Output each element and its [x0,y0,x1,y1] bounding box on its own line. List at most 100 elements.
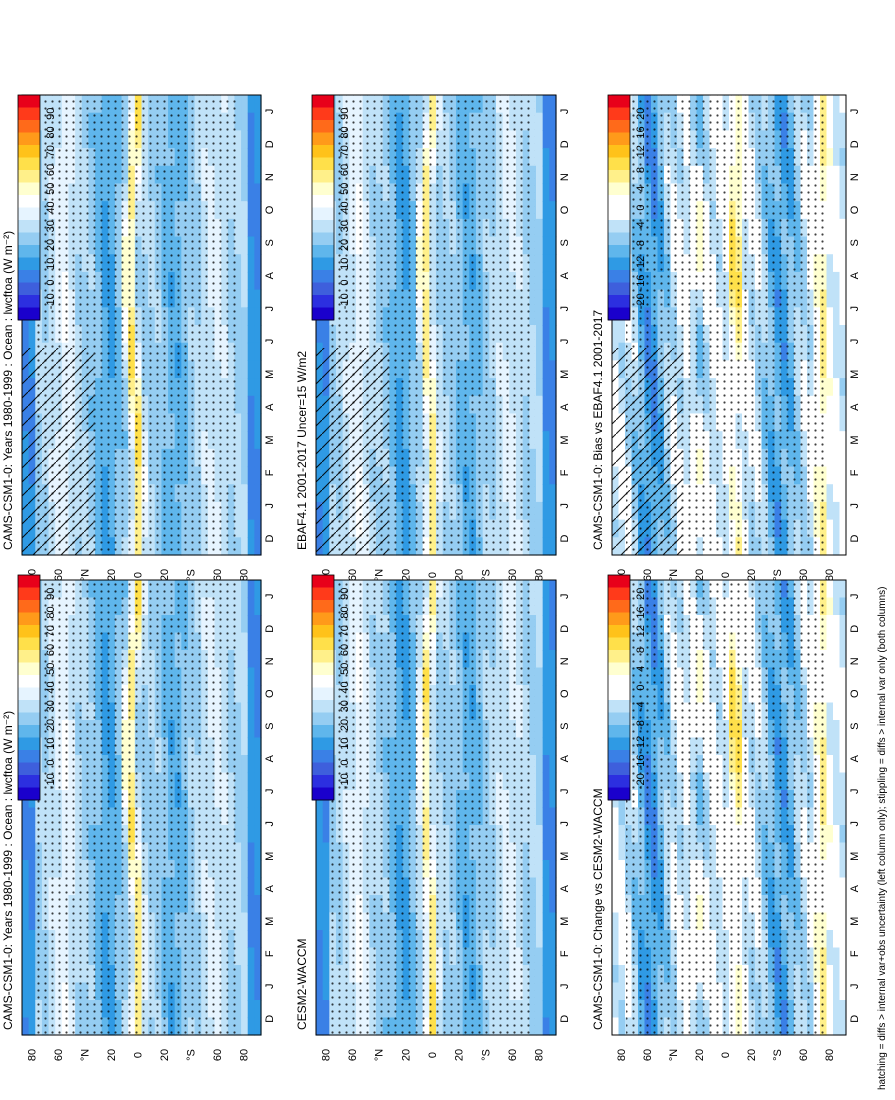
heatmap-cell [316,860,324,879]
heatmap-cell [241,825,249,844]
lat-tick-label: 20 [159,1049,171,1061]
heatmap-cell [542,519,550,538]
colorbar-swatch [312,95,334,108]
heatmap-cell [612,1017,620,1036]
heatmap-cell [833,165,841,185]
colorbar-swatch [312,687,334,701]
heatmap-cell [542,431,550,450]
heatmap-cell [247,667,255,686]
heatmap-cell [833,325,841,344]
month-tick-label: A [559,403,571,411]
colorbar-swatch [18,132,40,146]
heatmap-cell [316,325,324,344]
heatmap-cell [254,615,262,634]
heatmap-cell [536,1017,544,1036]
colorbar-swatch [18,220,40,233]
colorbar-swatch [608,195,630,208]
colorbar-label: 30 [45,700,57,712]
colorbar-label: -10 [45,773,57,789]
heatmap-cell [839,466,847,485]
panel-title: CAMS-CSM1-0: Years 1980-1999 : Ocean : l… [1,711,15,1030]
heatmap-cell [839,236,847,255]
heatmap-cell [542,325,550,344]
heatmap-cell [612,912,620,931]
heatmap-cell [241,130,249,149]
heatmap-cell [247,702,255,721]
colorbar-swatch [312,132,334,146]
heatmap-cell [536,431,544,450]
heatmap-cell [826,360,834,379]
heatmap-cell [28,930,36,949]
month-tick-label: J [559,306,571,312]
colorbar-swatch [18,307,40,321]
heatmap-cell [254,667,262,686]
heatmap-cell [839,448,847,468]
heatmap-cell [833,271,841,291]
heatmap-cell [254,737,262,756]
lat-tick-label: 80 [824,569,836,581]
heatmap-cell [247,307,255,326]
heatmap-cell [241,912,249,931]
colorbar-swatch [608,270,630,283]
heatmap-cell [28,842,36,861]
heatmap-cell [549,431,557,450]
colorbar-swatch [608,170,630,183]
heatmap-cell [839,519,847,538]
heatmap-cell [247,632,255,651]
plot-frame [21,579,262,1036]
heatmap-cell [254,720,262,739]
month-tick-label: D [264,625,276,633]
lat-tick-label: 20 [106,1049,118,1061]
month-tick-label: J [559,594,571,600]
heatmap-cell [254,289,262,308]
heatmap-cell [254,1017,262,1036]
heatmap-cell [612,860,620,879]
heatmap-cell [612,825,620,844]
heatmap-cell [826,466,834,485]
heatmap-cell [542,842,550,861]
colorbar-swatch [312,157,334,171]
heatmap-cell [826,165,834,185]
heatmap-cell [839,501,847,521]
heatmap-cell [549,378,557,397]
heatmap-cell [536,466,544,485]
month-tick-label: D [264,1015,276,1023]
heatmap-cell [549,947,557,966]
lat-tick-label: 60 [798,569,810,581]
colorbar-swatch [18,612,40,626]
lat-tick-label: 80 [239,569,251,581]
month-tick-label: D [264,140,276,148]
heatmap-cell [612,965,620,984]
colorbar-label: 20 [339,719,351,731]
month-tick-label: F [264,950,276,957]
heatmap-cell [247,254,255,273]
panel-5: CAMS-CSM1-0: Bias vs EBAF4.1 2001-201780… [591,94,861,581]
heatmap-cell [536,930,544,949]
hatching-overlay [612,348,683,555]
heatmap-cell [839,148,847,167]
heatmap-cell [536,860,544,879]
heatmap-cell [241,982,249,1001]
heatmap-cell [839,289,847,308]
heatmap-cell [247,431,255,450]
colorbar-swatch [18,107,40,121]
heatmap-cell [542,501,550,521]
heatmap-cell [247,218,255,238]
month-tick-label: F [849,469,861,476]
heatmap-cell [833,431,841,450]
heatmap-cell [247,597,255,616]
heatmap-cell [247,466,255,485]
heatmap-cell [241,201,249,220]
colorbar-swatch [312,650,334,663]
heatmap-cell [839,183,847,202]
heatmap-cell [28,877,36,896]
heatmap-cell [241,254,249,273]
colorbar-swatch [608,307,630,321]
heatmap-cell [241,1017,249,1036]
heatmap-cell [322,842,330,861]
heatmap-cell [247,982,255,1001]
heatmap-cell [536,148,544,167]
colorbar-label: 10 [45,738,57,750]
heatmap-cell [549,720,557,739]
colorbar-swatch [312,662,334,676]
